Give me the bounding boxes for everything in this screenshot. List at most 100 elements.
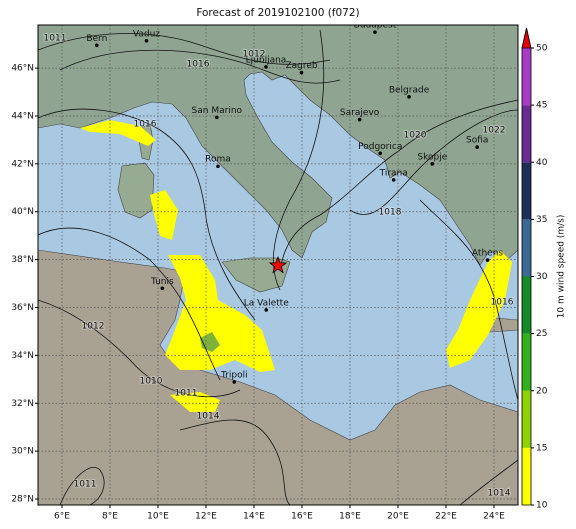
map-frame xyxy=(37,24,519,506)
isobar-label: 1016 xyxy=(491,298,514,308)
city-label: Budapest xyxy=(354,21,397,31)
isobar-labels: 1011 1016 1012 1016 1020 1022 1018 1016 … xyxy=(43,33,515,500)
x-tick-label: 24°E xyxy=(483,512,505,522)
x-tick-label: 10°E xyxy=(147,512,169,522)
colorbar-tick-label: 20 xyxy=(536,386,548,396)
colorbar-segment xyxy=(522,447,531,505)
city-label: Ljubljana xyxy=(246,55,287,65)
x-tick-label: 6°E xyxy=(54,512,70,522)
colorbar-segment xyxy=(522,276,531,334)
city-dot xyxy=(216,164,220,169)
isobar-label: 1012 xyxy=(243,50,266,60)
y-tick-label: 36°N xyxy=(11,303,34,313)
city-dot xyxy=(160,286,165,291)
city-label: Athens xyxy=(472,249,503,259)
isobar-label: 1014 xyxy=(197,412,220,422)
colorbar-frame xyxy=(521,27,532,506)
y-tick-label: 44°N xyxy=(11,111,34,121)
isobar-label: 1022 xyxy=(483,126,506,136)
city-dot xyxy=(299,70,304,75)
city-dot xyxy=(215,115,219,120)
city-dot xyxy=(95,43,99,48)
y-tick-label: 40°N xyxy=(11,207,34,217)
city-label: Roma xyxy=(205,155,231,165)
colorbar-tick-label: 15 xyxy=(536,443,547,453)
city-label: Sarajevo xyxy=(340,108,380,118)
wind-area xyxy=(80,120,156,146)
wind-area xyxy=(165,255,275,372)
isobar-label: 1010 xyxy=(140,377,163,387)
city-dot xyxy=(144,39,149,43)
x-tick-label: 12°E xyxy=(195,512,217,522)
x-tick-label: 8°E xyxy=(102,512,118,522)
colorbar-segment xyxy=(522,105,531,163)
y-tick-label: 30°N xyxy=(11,447,34,457)
colorbar-tick-label: 50 xyxy=(536,44,548,54)
city-label: Skopje xyxy=(417,152,447,162)
city-label: La Valette xyxy=(244,298,289,308)
isobar-label: 1011 xyxy=(44,34,67,44)
event-marker xyxy=(268,255,288,274)
colorbar-tick-label: 10 xyxy=(536,501,548,511)
city-dot xyxy=(357,117,362,122)
colorbar-label: 10 m wind speed (m/s) xyxy=(557,215,567,319)
y-tick-label: 46°N xyxy=(11,64,34,74)
colorbar-tick-label: 35 xyxy=(536,215,547,225)
grid xyxy=(38,25,518,505)
city-dot xyxy=(391,178,396,182)
city-dot xyxy=(485,258,490,262)
city-dot xyxy=(430,162,435,166)
map-title: Forecast of 2019102100 (f072) xyxy=(196,7,359,19)
city-label: Podgorica xyxy=(358,142,402,152)
x-tick-label: 22°E xyxy=(435,512,457,522)
colorbar-segment xyxy=(522,48,531,106)
wind-area xyxy=(446,250,512,368)
colorbar-extend xyxy=(521,27,532,49)
colorbar-tick-label: 45 xyxy=(536,101,547,111)
y-tick-label: 42°N xyxy=(11,159,34,169)
y-tick-label: 34°N xyxy=(11,351,34,361)
y-tick-label: 38°N xyxy=(11,255,34,265)
isobar-label: 1012 xyxy=(82,322,105,332)
city-label: Tripoli xyxy=(220,370,248,380)
x-tick-label: 14°E xyxy=(243,512,265,522)
isobar-label: 1018 xyxy=(379,208,402,218)
city-label: Tirana xyxy=(379,168,408,178)
city-dot xyxy=(264,308,269,312)
land-sardinia xyxy=(117,162,155,219)
isobar-label: 1014 xyxy=(488,489,511,499)
city-dot xyxy=(407,95,411,99)
city-label: Tunis xyxy=(150,277,174,287)
colorbar-tick-label: 40 xyxy=(536,158,548,168)
colorbar-tick-label: 25 xyxy=(536,329,547,339)
city-label: Belgrade xyxy=(389,85,430,95)
colorbar-segment xyxy=(522,390,531,448)
city-dot xyxy=(264,65,268,69)
colorbar-segment xyxy=(522,333,531,391)
wind-area xyxy=(150,190,178,240)
isobar-label: 1020 xyxy=(404,131,427,141)
city-dot xyxy=(475,145,480,149)
city-label: San Marino xyxy=(192,106,243,116)
isobar-label: 1011 xyxy=(175,389,198,399)
x-tick-label: 18°E xyxy=(339,512,361,522)
city-label: Sofia xyxy=(466,136,488,146)
city-dot xyxy=(232,380,237,384)
colorbar-segment xyxy=(522,219,531,277)
x-tick-label: 16°E xyxy=(291,512,313,522)
city-label: Bern xyxy=(86,34,107,44)
isobar-label: 1011 xyxy=(74,480,97,490)
isobar-label: 1016 xyxy=(187,60,210,70)
isobar-label: 1016 xyxy=(134,120,157,130)
y-tick-label: 32°N xyxy=(11,399,34,409)
colorbar-tick-label: 30 xyxy=(536,272,548,282)
city-label: Zagreb xyxy=(285,61,317,71)
city-dot xyxy=(373,30,377,34)
city-dot xyxy=(378,151,383,156)
x-tick-label: 20°E xyxy=(387,512,409,522)
land-sicily xyxy=(221,257,291,293)
city-label: Vaduz xyxy=(133,29,160,39)
